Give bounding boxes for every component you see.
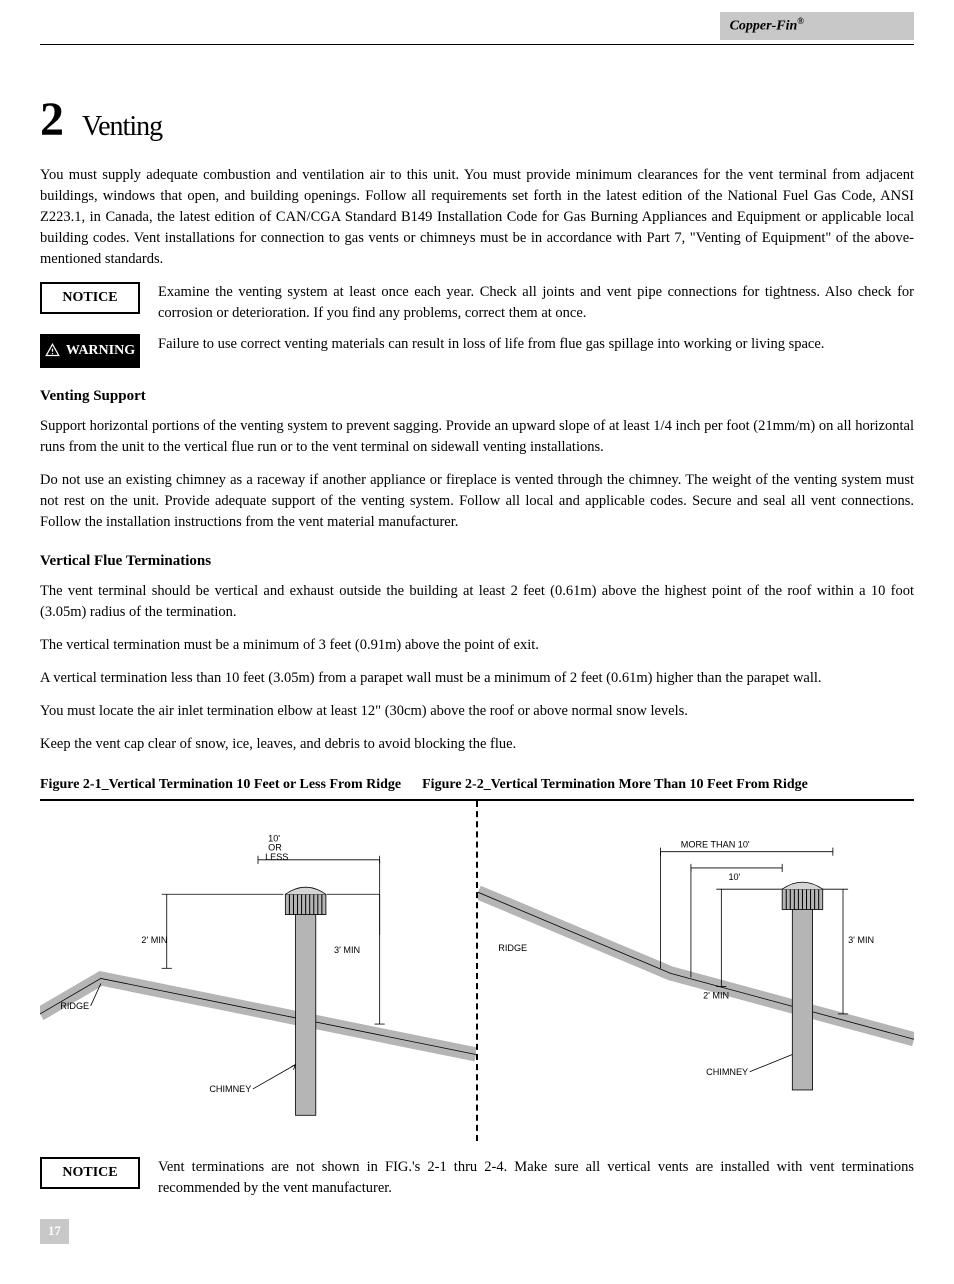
label-more10: MORE THAN 10' [681, 840, 750, 850]
fig-left-sub: Vertical Termination 10 Feet or Less Fro… [109, 777, 402, 792]
warning-icon [45, 343, 60, 358]
brand-name: Copper-Fin [730, 19, 798, 34]
figure-2-2-svg: MORE THAN 10' 10' 3' MIN 2' MIN RIDGE [478, 801, 914, 1146]
roof-line-r [478, 892, 914, 1039]
section-title: Venting [82, 111, 162, 142]
notice-callout-2: NOTICE Vent terminations are not shown i… [40, 1157, 914, 1199]
brand-reg: ® [797, 16, 804, 26]
cap-dome-r [782, 882, 823, 889]
label-3min: 3' MIN [334, 945, 360, 955]
label-ridge-r: RIDGE [498, 943, 527, 953]
warning-label-text: WARNING [66, 341, 135, 361]
flue-p5: Keep the vent cap clear of snow, ice, le… [40, 734, 914, 755]
fig-left-heading: Figure 2-1_Vertical Termination 10 Feet … [40, 775, 914, 795]
flue-p2: The vertical termination must be a minim… [40, 635, 914, 656]
fig-left-title: Figure 2-1 [40, 777, 102, 792]
label-ridge: RIDGE [60, 1001, 89, 1011]
flue-p4: You must locate the air inlet terminatio… [40, 701, 914, 722]
vent-support-p2: Do not use an existing chimney as a race… [40, 470, 914, 533]
notice-callout-1: NOTICE Examine the venting system at lea… [40, 282, 914, 324]
label-2min: 2' MIN [141, 935, 167, 945]
figure-2-1-svg: 10'ORLESS 2' MIN 3' MIN RIDGE CHIMNEY [40, 801, 476, 1146]
notice-text: Examine the venting system at least once… [158, 282, 914, 324]
warning-text: Failure to use correct venting materials… [158, 334, 914, 355]
section-number-value: 2 [40, 93, 63, 146]
venting-support-heading: Venting Support [40, 386, 914, 408]
flue-p1: The vent terminal should be vertical and… [40, 581, 914, 623]
vent-support-p1: Support horizontal portions of the venti… [40, 416, 914, 458]
flue-p3: A vertical termination less than 10 feet… [40, 668, 914, 689]
flue-term-heading: Vertical Flue Terminations [40, 551, 914, 573]
figure-2-1: 10'ORLESS 2' MIN 3' MIN RIDGE CHIMNEY [40, 801, 478, 1141]
notice-text-2: Vent terminations are not shown in FIG.'… [158, 1157, 914, 1199]
chimney [296, 902, 316, 1115]
label-2min-r: 2' MIN [703, 991, 729, 1001]
label-10-or-less: 10'ORLESS [265, 833, 288, 861]
section-number: 2 Venting [40, 85, 914, 155]
intro-paragraph: You must supply adequate combustion and … [40, 165, 914, 270]
figure-2-2: MORE THAN 10' 10' 3' MIN 2' MIN RIDGE [478, 801, 914, 1141]
fig-right-sub: Vertical Termination More Than 10 Feet F… [491, 777, 808, 792]
roof-line [40, 978, 476, 1054]
warning-callout: WARNING Failure to use correct venting m… [40, 334, 914, 368]
figures-row: 10'ORLESS 2' MIN 3' MIN RIDGE CHIMNEY [40, 799, 914, 1141]
brand-badge: Copper-Fin® [720, 12, 914, 40]
page-footer: 17 [40, 1219, 914, 1244]
page-header: Copper-Fin® [40, 0, 914, 45]
label-chimney-r: CHIMNEY [706, 1067, 748, 1077]
notice-label: NOTICE [40, 282, 140, 314]
warning-label: WARNING [40, 334, 140, 368]
label-10: 10' [728, 872, 740, 882]
notice-label-2: NOTICE [40, 1157, 140, 1189]
page-number: 17 [40, 1219, 69, 1244]
fig-right-title: Figure 2-2 [422, 777, 484, 792]
label-3min-r: 3' MIN [848, 935, 874, 945]
chimney-cap-dome [285, 887, 326, 894]
label-chimney: CHIMNEY [209, 1084, 251, 1094]
chimney-r [792, 897, 812, 1090]
